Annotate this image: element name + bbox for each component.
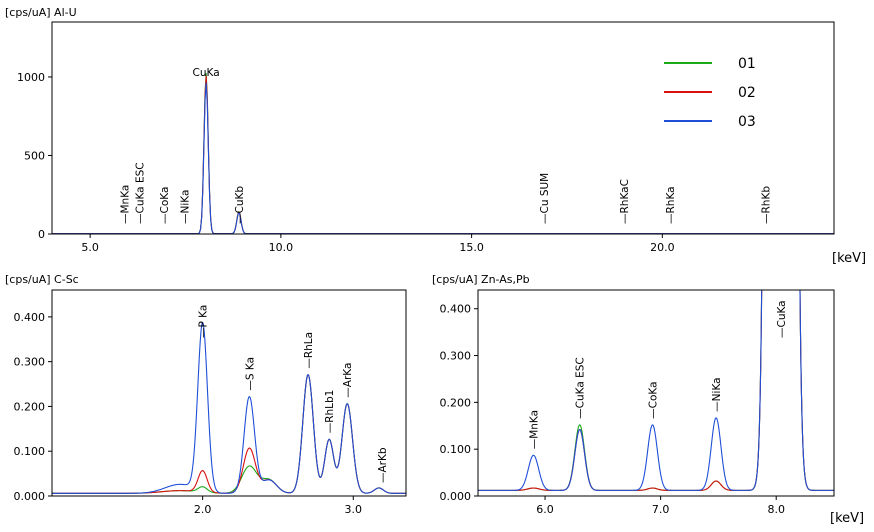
y-tick-label: 0.400 [440, 303, 472, 316]
x-tick-label: 10.0 [269, 241, 294, 254]
peak-label: —MnKa [528, 410, 540, 449]
peak-label: —RhLa [303, 332, 315, 369]
peak-label: —CoKa [159, 187, 171, 224]
peak-label: —RhKaC [619, 179, 631, 224]
peak-label: —ArKb [377, 447, 389, 483]
peak-label: —Cu SUM [539, 173, 551, 224]
x-tick-label: 2.0 [194, 503, 212, 516]
peak-label: —ArKa [342, 363, 354, 398]
x-tick-label: 15.0 [459, 241, 484, 254]
chart-top: [cps/uA] Al-U [keV] 0 500 1000 5.0 10.0 15.0 20.… [5, 6, 866, 266]
y-tick-label: 500 [24, 149, 45, 162]
peak-label: CuKa [193, 67, 220, 79]
chart-bottom-left: [cps/uA] C-Sc 0.000 0.100 0.200 0.300 0.400 2.… [5, 273, 407, 516]
peak-label: —CuKb [234, 186, 246, 224]
plot-area [52, 321, 406, 494]
y-tick-label: 0.200 [440, 396, 472, 409]
y-tick-label: 0.100 [440, 443, 472, 456]
y-tick-label: 0.000 [440, 490, 472, 503]
x-tick-label: 3.0 [345, 503, 363, 516]
peak-label: —CuKa ESC [135, 162, 147, 224]
y-axis-unit-label: [cps/uA] Zn-As,Pb [432, 273, 530, 286]
y-tick-label: 0.000 [14, 490, 46, 503]
legend-label: 03 [738, 114, 756, 130]
y-axis-unit-label: [cps/uA] C-Sc [5, 273, 79, 286]
y-tick-label: 0 [38, 228, 45, 241]
legend-label: 02 [738, 85, 756, 101]
x-tick-label: 20.0 [650, 241, 675, 254]
x-tick-label: 8.0 [767, 503, 785, 516]
peak-label: —RhKa [665, 186, 677, 224]
plot-area [478, 290, 834, 491]
peak-label: —MnKa [119, 185, 131, 224]
series-line-01 [478, 290, 834, 491]
series-line-03 [478, 290, 834, 491]
peak-label: —NiKa [180, 190, 192, 224]
y-tick-label: 0.200 [14, 400, 46, 413]
peak-label: —RhLb1 [324, 390, 336, 434]
chart-bottom-right: [cps/uA] Zn-As,Pb [keV] 0.000 0.100 0.200 0.3… [432, 273, 864, 526]
x-axis-unit-label: [keV] [832, 251, 866, 266]
y-tick-label: 0.400 [14, 311, 46, 324]
peak-label: —S Ka [244, 357, 256, 391]
peak-label: —RhKb [760, 186, 772, 224]
series-line-03 [52, 321, 406, 494]
peak-label: —CoKa [648, 381, 660, 418]
peak-label: —NiKa [711, 377, 723, 411]
legend-label: 01 [738, 56, 756, 72]
peak-label: —P Ka [198, 305, 210, 338]
plot-frame [477, 289, 835, 497]
y-tick-label: 0.300 [14, 356, 46, 369]
plot-frame [51, 21, 835, 235]
series-line-02 [478, 290, 834, 491]
x-tick-label: 5.0 [81, 241, 99, 254]
y-tick-label: 1000 [17, 71, 45, 84]
peak-label: —CuKa ESC [575, 357, 587, 419]
x-tick-label: 7.0 [652, 503, 670, 516]
y-tick-label: 0.100 [14, 445, 46, 458]
plot-frame [51, 289, 407, 497]
y-axis-unit-label: [cps/uA] Al-U [5, 6, 77, 19]
x-tick-label: 6.0 [536, 503, 554, 516]
y-tick-label: 0.300 [440, 350, 472, 363]
x-axis-unit-label: [keV] [830, 511, 864, 526]
peak-label: —CuKa [776, 300, 788, 338]
